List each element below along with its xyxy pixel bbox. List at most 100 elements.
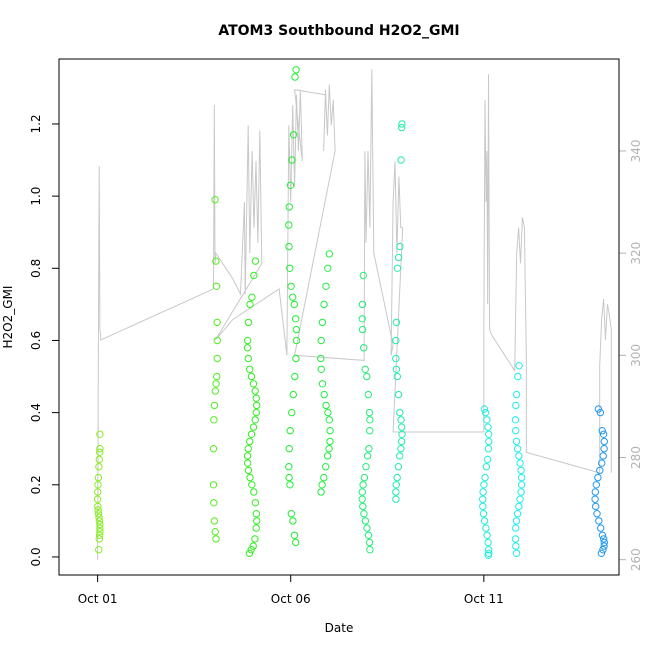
data-point — [213, 372, 221, 381]
data-point — [483, 531, 491, 539]
data-point — [95, 463, 103, 471]
data-point — [289, 131, 298, 139]
data-point — [246, 365, 254, 373]
data-point — [285, 463, 293, 471]
data-point — [393, 473, 401, 482]
data-point — [365, 445, 373, 453]
data-point — [598, 459, 606, 467]
data-point — [323, 452, 332, 460]
data-point — [96, 520, 104, 529]
data-point — [291, 315, 300, 323]
data-point — [244, 445, 253, 453]
data-point — [213, 354, 221, 363]
data-point — [324, 408, 332, 417]
data-point — [515, 452, 523, 460]
data-point — [365, 408, 374, 417]
x-tick-label: Oct 06 — [271, 592, 311, 606]
data-point — [292, 336, 301, 345]
data-point — [479, 502, 487, 511]
data-point — [94, 510, 103, 518]
data-point — [512, 524, 520, 532]
data-point — [211, 196, 219, 204]
x-axis-label: Date — [325, 621, 354, 635]
data-point — [245, 549, 254, 557]
chart-title: ATOM3 Southbound H2O2_GMI — [218, 23, 459, 39]
data-point — [363, 524, 371, 532]
data-point — [212, 535, 220, 543]
data-point — [249, 380, 258, 388]
data-point — [96, 445, 104, 453]
data-point — [287, 282, 295, 290]
y-tick-label: 1.2 — [29, 114, 43, 133]
data-point — [292, 354, 300, 363]
data-point — [482, 463, 491, 471]
data-point — [599, 452, 607, 460]
data-point — [290, 531, 299, 539]
data-point — [209, 445, 218, 453]
data-point — [485, 549, 493, 557]
data-point — [318, 318, 327, 327]
data-point — [358, 325, 367, 334]
data-point — [211, 387, 220, 395]
data-point — [392, 336, 400, 345]
data-point — [96, 528, 104, 536]
data-point — [292, 325, 301, 334]
data-point — [251, 387, 259, 395]
data-point — [394, 463, 403, 471]
data-point — [359, 502, 367, 511]
data-point — [95, 455, 104, 464]
data-point — [322, 282, 330, 290]
data-point — [512, 427, 520, 435]
data-point — [253, 517, 261, 525]
data-point — [95, 535, 104, 543]
data-point — [326, 427, 334, 435]
data-point — [252, 524, 260, 532]
scatter-points-layer — [93, 66, 608, 559]
data-point — [483, 455, 492, 464]
data-point — [251, 499, 260, 507]
data-point — [359, 271, 367, 280]
data-point — [289, 517, 297, 525]
data-point — [325, 445, 333, 453]
data-point — [95, 546, 103, 554]
data-point — [286, 481, 294, 489]
data-point — [94, 506, 102, 514]
data-point — [397, 156, 405, 164]
data-point — [596, 466, 604, 475]
data-point — [360, 473, 369, 482]
data-point — [600, 542, 608, 550]
data-point — [393, 372, 401, 381]
data-point — [517, 466, 525, 475]
data-point — [359, 481, 367, 489]
data-point — [483, 416, 491, 424]
data-point — [96, 448, 104, 456]
data-point — [286, 181, 295, 190]
data-point — [364, 390, 372, 399]
data-point — [288, 408, 296, 417]
data-point — [285, 473, 293, 482]
data-point — [362, 463, 370, 471]
data-point — [361, 517, 370, 525]
data-point — [95, 517, 104, 525]
data-point — [94, 488, 102, 496]
data-point — [392, 318, 401, 327]
data-point — [95, 513, 103, 521]
data-point — [600, 445, 608, 453]
data-point — [600, 437, 608, 446]
data-point — [286, 427, 294, 435]
data-point — [513, 445, 522, 453]
data-point — [212, 380, 220, 388]
data-point — [596, 408, 605, 417]
data-point — [600, 535, 608, 543]
data-point — [325, 416, 333, 424]
data-point — [320, 390, 328, 399]
data-point — [363, 452, 372, 460]
data-point — [252, 510, 261, 518]
data-point — [243, 452, 252, 460]
data-point — [600, 538, 608, 547]
data-point — [598, 531, 607, 539]
data-point — [484, 423, 492, 431]
data-point — [358, 315, 366, 323]
plot-frame — [58, 58, 620, 576]
